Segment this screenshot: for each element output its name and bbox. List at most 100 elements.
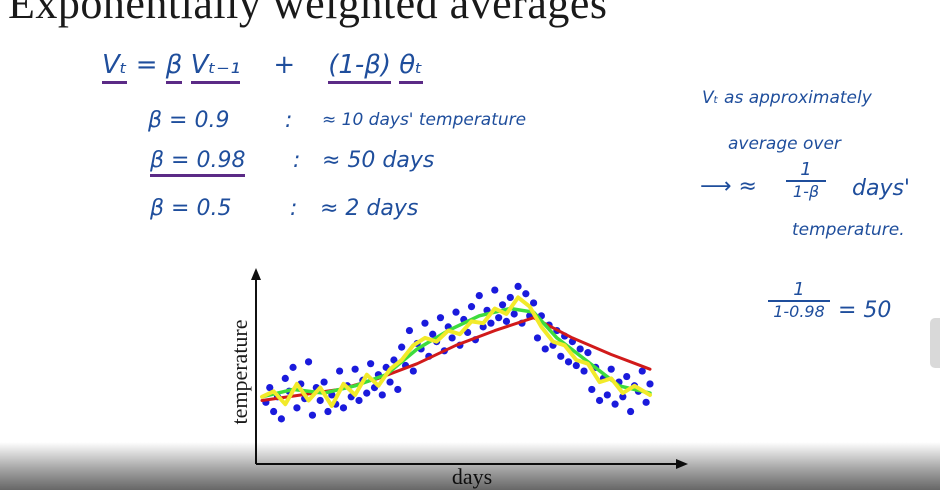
- calc-numerator: 1: [793, 279, 805, 300]
- data-point: [390, 356, 398, 364]
- data-point: [584, 349, 592, 357]
- data-point: [277, 415, 285, 423]
- formula-theta: θₜ: [399, 50, 423, 84]
- data-point: [336, 367, 344, 375]
- formula-lhs: Vₜ: [102, 50, 128, 84]
- side-note-arrow: ⟶ ≈: [700, 174, 757, 199]
- data-point: [506, 293, 514, 302]
- example-sep: :: [290, 196, 298, 221]
- fraction-denominator: 1-β: [792, 182, 820, 201]
- data-point: [627, 407, 635, 416]
- data-point: [619, 393, 627, 401]
- data-point: [436, 314, 445, 322]
- side-note-line4: temperature.: [792, 220, 905, 240]
- data-point: [386, 378, 394, 386]
- data-point: [588, 385, 596, 394]
- formula-one-minus-beta: (1-β): [328, 50, 391, 84]
- side-panel-handle[interactable]: [930, 318, 940, 368]
- data-point: [367, 360, 375, 368]
- data-point: [479, 323, 487, 331]
- y-axis-arrow: [251, 268, 261, 280]
- example-beta: β = 0.98: [150, 148, 246, 177]
- average-lines: [260, 295, 652, 408]
- data-point: [394, 385, 402, 394]
- example-approx: ≈ 50 days: [322, 148, 435, 173]
- formula-plus: +: [273, 50, 296, 80]
- data-point: [467, 303, 476, 311]
- example-sep: :: [285, 108, 293, 133]
- fraction-numerator: 1: [800, 159, 812, 180]
- example-sep: :: [293, 148, 301, 173]
- data-point: [495, 314, 503, 322]
- example-beta: β = 0.9: [148, 108, 230, 133]
- example-approx: ≈ 2 days: [320, 196, 419, 221]
- data-point: [355, 396, 363, 405]
- example-row: β = 0.5: [150, 196, 231, 221]
- calc-denominator: 1-0.98: [773, 302, 825, 321]
- data-point: [339, 404, 348, 412]
- data-point: [642, 398, 650, 406]
- data-point: [530, 299, 538, 307]
- data-point: [623, 372, 631, 381]
- side-note-line1: Vₜ as approximately: [702, 88, 872, 108]
- data-point: [405, 326, 414, 335]
- data-point: [324, 407, 332, 416]
- data-point: [498, 301, 507, 309]
- data-point: [304, 358, 313, 366]
- average-line-beta-0-5: [260, 295, 652, 408]
- data-point: [351, 365, 359, 373]
- data-point: [320, 378, 328, 386]
- data-point: [638, 367, 646, 375]
- data-point: [541, 345, 549, 353]
- data-point: [557, 352, 565, 360]
- formula-prev: Vₜ₋₁: [190, 50, 241, 84]
- example-approx: ≈ 10 days' temperature: [322, 110, 527, 130]
- side-note-fraction: 1 1-β: [786, 160, 826, 202]
- data-point: [448, 334, 456, 342]
- data-point: [607, 365, 615, 373]
- example-row-highlighted: β = 0.98: [150, 148, 246, 177]
- data-point: [576, 345, 584, 353]
- data-point: [572, 361, 580, 370]
- data-point: [293, 404, 301, 412]
- data-point: [266, 384, 274, 392]
- data-point: [603, 391, 611, 399]
- data-point: [409, 367, 417, 375]
- chart-axes: [251, 268, 688, 469]
- data-point: [514, 282, 522, 290]
- formula: Vₜ = β Vₜ₋₁ + (1-β) θₜ: [102, 50, 423, 84]
- data-point: [308, 411, 317, 419]
- x-axis-label: days: [451, 464, 493, 489]
- y-axis-label: temperature: [227, 319, 252, 425]
- data-point: [289, 363, 297, 371]
- data-point: [564, 358, 573, 366]
- side-calc-fraction: 1 1-0.98: [768, 280, 830, 322]
- fraction-bar: [786, 180, 826, 182]
- formula-eq: =: [135, 50, 158, 80]
- data-point: [522, 290, 530, 298]
- data-point: [378, 391, 386, 399]
- data-point: [487, 319, 495, 327]
- data-point: [491, 286, 499, 294]
- side-note-line2: average over: [728, 134, 841, 154]
- data-point: [398, 343, 406, 351]
- x-axis-arrow: [676, 459, 688, 469]
- data-point: [475, 292, 483, 300]
- average-line-beta-0-98: [260, 306, 652, 399]
- calc-bar: [768, 300, 830, 302]
- data-point: [502, 317, 511, 325]
- side-note-days: days': [852, 176, 910, 201]
- data-point: [429, 330, 437, 338]
- data-point: [611, 400, 619, 408]
- data-point: [270, 407, 278, 416]
- data-point: [421, 319, 429, 327]
- example-row: β = 0.9: [148, 108, 229, 133]
- data-point: [595, 396, 604, 405]
- data-point: [510, 310, 518, 318]
- data-points: [262, 282, 654, 423]
- data-point: [316, 396, 324, 405]
- data-point: [580, 367, 588, 375]
- data-point: [646, 380, 654, 388]
